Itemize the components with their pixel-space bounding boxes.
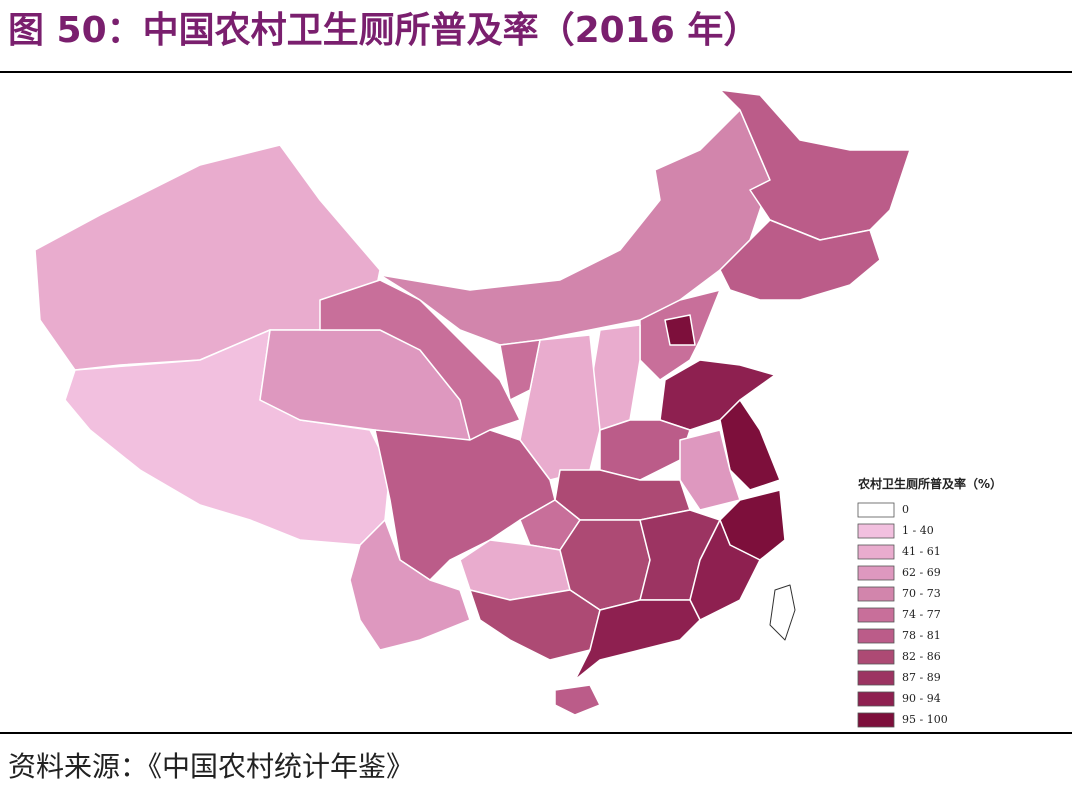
legend-label: 62 - 69 xyxy=(902,566,941,579)
region xyxy=(689,519,761,621)
region xyxy=(769,584,796,641)
legend-label: 95 - 100 xyxy=(902,713,948,726)
region xyxy=(469,589,601,661)
legend-label: 70 - 73 xyxy=(902,587,941,600)
legend-swatch xyxy=(857,586,895,602)
legend: 0 1 - 40 41 - 61 62 - 69 70 - 73 74 - 77 78 - … xyxy=(857,502,948,728)
source: 资料来源：《中国农村统计年鉴》 xyxy=(8,750,414,783)
region xyxy=(664,314,696,346)
legend-label: 1 - 40 xyxy=(902,524,934,537)
legend-swatch xyxy=(857,502,895,518)
region xyxy=(599,419,691,481)
legend-swatch xyxy=(857,691,895,707)
legend-label: 90 - 94 xyxy=(902,692,941,705)
region xyxy=(349,519,471,651)
region xyxy=(719,219,881,301)
legend-label: 87 - 89 xyxy=(902,671,941,684)
region xyxy=(554,469,691,521)
legend-label: 41 - 61 xyxy=(902,545,941,558)
map xyxy=(34,89,911,716)
legend-swatch xyxy=(857,523,895,539)
legend-swatch xyxy=(857,607,895,623)
legend-swatch xyxy=(857,544,895,560)
region xyxy=(574,599,701,681)
region xyxy=(659,359,776,431)
region xyxy=(719,89,911,241)
region xyxy=(554,684,601,716)
legend-label: 0 xyxy=(902,503,909,516)
legend-swatch xyxy=(857,565,895,581)
title: 图 50：中国农村卫生厕所普及率（2016 年） xyxy=(8,10,759,51)
legend-swatch xyxy=(857,628,895,644)
region xyxy=(499,339,541,401)
legend-swatch xyxy=(857,712,895,728)
legend-label: 82 - 86 xyxy=(902,650,941,663)
legend-swatch xyxy=(857,670,895,686)
legend-label: 78 - 81 xyxy=(902,629,941,642)
legend-swatch xyxy=(857,649,895,665)
legend-label: 74 - 77 xyxy=(902,608,941,621)
legend-title: 农村卫生厕所普及率（%） xyxy=(857,476,1002,491)
